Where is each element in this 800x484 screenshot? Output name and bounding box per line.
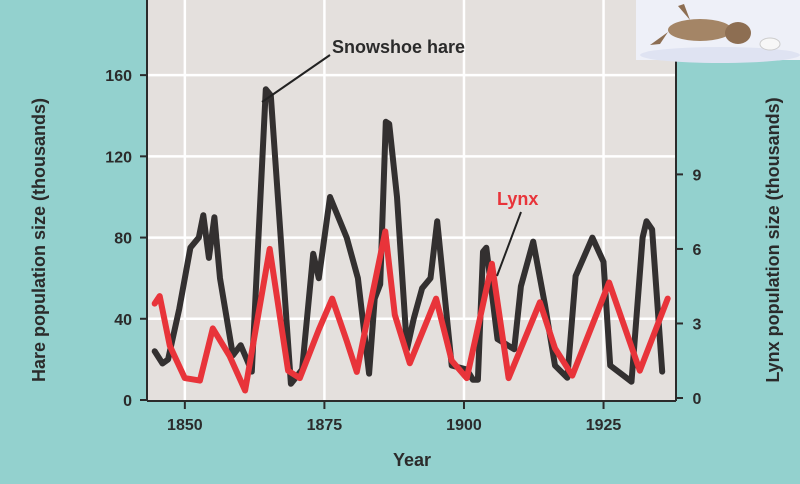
hare-annotation-pointer <box>261 54 331 103</box>
lynx-line <box>151 228 671 394</box>
y-tick-label-left: 0 <box>123 393 132 410</box>
y-tick-label-right: 9 <box>693 167 702 184</box>
x-tick-label: 1925 <box>586 417 622 434</box>
lynx-annotation: Lynx <box>497 189 538 209</box>
y-tick-label-left: 40 <box>114 312 132 329</box>
y-tick-label-left: 80 <box>114 231 132 248</box>
y-tick-label-right: 6 <box>693 242 702 259</box>
hare-line <box>151 86 666 387</box>
y-axis-title-right: Lynx population size (thousands) <box>763 97 783 382</box>
y-tick-label-left: 160 <box>105 68 132 85</box>
y-tick-label-right: 0 <box>693 391 702 408</box>
x-tick-label: 1850 <box>167 417 203 434</box>
hare-annotation: Snowshoe hare <box>332 37 465 57</box>
x-tick-label: 1900 <box>446 417 482 434</box>
y-tick-label-right: 3 <box>693 316 702 333</box>
lynx-annotation-pointer <box>496 211 522 277</box>
gridlines <box>148 0 675 400</box>
y-tick-label-left: 120 <box>105 149 132 166</box>
x-axis-title: Year <box>393 450 431 470</box>
x-tick-label: 1875 <box>307 417 343 434</box>
lynx-photo <box>636 0 800 63</box>
series-lines <box>151 86 671 394</box>
y-axis-title-left: Hare population size (thousands) <box>29 98 49 382</box>
